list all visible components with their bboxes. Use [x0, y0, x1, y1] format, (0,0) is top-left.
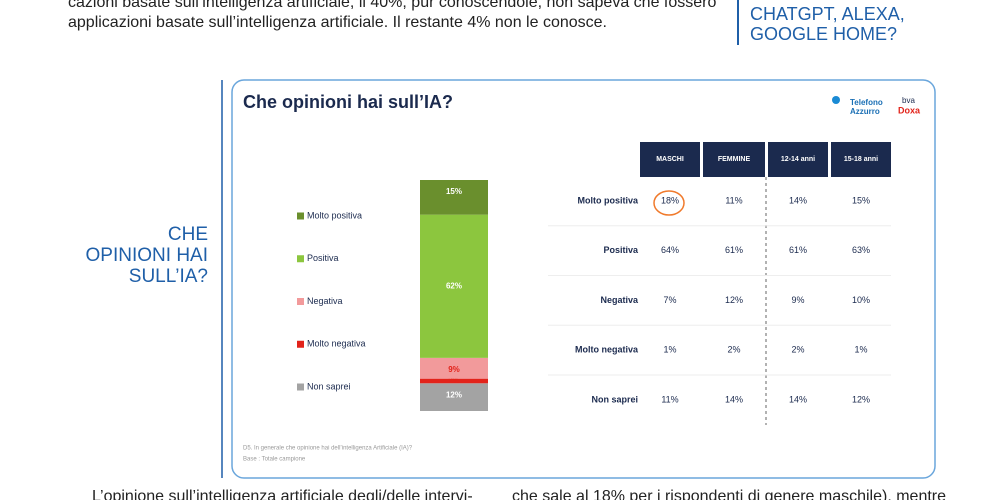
- box-line: GOOGLE HOME?: [750, 24, 897, 44]
- cell: 1%: [663, 345, 676, 355]
- row-label: Non saprei: [591, 394, 638, 404]
- card: [231, 79, 936, 479]
- cell: 2%: [727, 345, 740, 355]
- header-label: MASCHI: [656, 156, 684, 163]
- header-label: 12-14 anni: [781, 156, 815, 163]
- header-label: FEMMINE: [718, 156, 751, 163]
- intro-line: cazioni basate sull’intelligenza artific…: [68, 0, 716, 11]
- heading-line: SULL’IA?: [129, 266, 208, 287]
- logo-text: Doxa: [898, 105, 921, 115]
- card-title: Che opinioni hai sull’IA?: [243, 92, 453, 112]
- cell: 2%: [791, 345, 804, 355]
- row-label: Molto negativa: [575, 345, 639, 355]
- header-cell: [831, 142, 891, 177]
- bar-segment: [420, 378, 488, 384]
- cell: 12%: [852, 394, 870, 404]
- cell: 12%: [725, 295, 743, 305]
- data-label: 62%: [446, 281, 462, 290]
- legend-label: Non saprei: [307, 381, 351, 391]
- body-text: L’opinione sull’intelligenza artificiale…: [92, 488, 473, 500]
- data-label: 12%: [446, 390, 462, 399]
- legend-swatch: [297, 383, 304, 391]
- bar-segment: [420, 214, 488, 358]
- row-label: Molto positiva: [578, 195, 639, 205]
- cell: 11%: [725, 195, 742, 205]
- cell: 18%: [661, 195, 679, 205]
- cell: 63%: [852, 245, 870, 255]
- footnote: D5. In generale che opinione hai dell’in…: [243, 446, 413, 452]
- header-cell: [768, 142, 828, 177]
- legend-swatch: [297, 255, 304, 263]
- cell: 7%: [663, 295, 676, 305]
- cell: 10%: [852, 295, 870, 305]
- heading-line: OPINIONI HAI: [86, 245, 208, 266]
- legend-swatch: [297, 212, 304, 220]
- logo-text: Azzurro: [850, 107, 880, 116]
- row-label: Positiva: [603, 245, 639, 255]
- cell: 14%: [725, 394, 743, 404]
- cell: 64%: [661, 245, 679, 255]
- legend-label: Molto positiva: [307, 210, 362, 220]
- legend-label: Molto negativa: [307, 339, 366, 349]
- footnote: Base : Totale campione: [243, 457, 306, 463]
- heading-line: CHE: [168, 224, 208, 245]
- intro-line: applicazioni basate sull’intelligenza ar…: [68, 14, 607, 31]
- cell: 61%: [725, 245, 743, 255]
- cell: 14%: [789, 394, 807, 404]
- cell: 11%: [661, 394, 678, 404]
- legend-label: Negativa: [307, 296, 343, 306]
- data-label: 15%: [446, 187, 462, 196]
- highlight: [653, 190, 685, 216]
- box-line: CHATGPT, ALEXA,: [750, 4, 905, 24]
- header-cell: [703, 142, 765, 177]
- cell: 15%: [852, 195, 870, 205]
- cell: 1%: [854, 345, 867, 355]
- bar-segment: [420, 357, 488, 379]
- data-label: 9%: [448, 365, 460, 374]
- body-text: che sale al 18% per i rispondenti di gen…: [512, 488, 946, 500]
- legend-swatch: [297, 298, 304, 305]
- header-label: 15-18 anni: [844, 156, 878, 163]
- logo-text: bva: [902, 96, 915, 105]
- header-cell: [640, 142, 700, 177]
- bar-segment: [420, 383, 488, 411]
- logo-text: Telefono: [850, 98, 883, 107]
- logo-icon: [832, 96, 840, 104]
- data-label: 2%: [448, 376, 460, 385]
- legend-swatch: [297, 340, 304, 348]
- cell: 9%: [791, 295, 804, 305]
- row-label: Negativa: [600, 295, 639, 305]
- bar-segment: [420, 180, 488, 215]
- cell: 61%: [789, 245, 807, 255]
- cell: 14%: [789, 195, 807, 205]
- legend-label: Positiva: [307, 253, 339, 263]
